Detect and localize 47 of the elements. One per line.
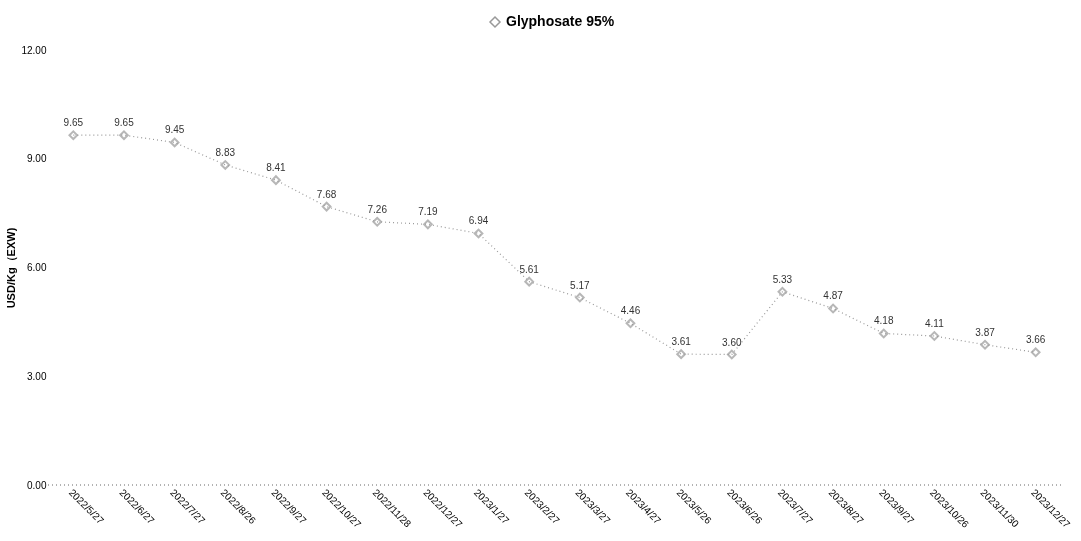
point xyxy=(271,175,281,186)
data-label: 3.61 xyxy=(671,336,692,348)
data-label: 4.46 xyxy=(620,305,641,317)
legend-label: Glyphosate 95% xyxy=(506,13,615,29)
data-label: 7.26 xyxy=(367,203,388,215)
y-axis-title: USD/Kg（EXW) xyxy=(5,227,19,309)
data-label: 6.94 xyxy=(468,215,489,227)
data-label: 8.83 xyxy=(215,146,236,158)
data-label: 7.68 xyxy=(316,188,337,200)
point xyxy=(321,201,332,212)
point xyxy=(119,130,129,141)
y-tick-label: 3.00 xyxy=(27,370,47,382)
point xyxy=(423,219,433,230)
data-label: 5.33 xyxy=(772,273,793,285)
data-label: 9.45 xyxy=(164,124,185,136)
point xyxy=(676,349,686,360)
data-label: 7.19 xyxy=(418,206,439,218)
data-label: 4.87 xyxy=(823,290,844,302)
y-tick-label: 12.00 xyxy=(21,44,47,56)
data-label: 9.65 xyxy=(63,117,84,129)
point xyxy=(68,130,79,141)
point xyxy=(726,349,737,360)
data-label: 3.66 xyxy=(1025,334,1046,346)
data-label: 9.65 xyxy=(114,117,135,129)
point xyxy=(980,339,990,350)
point xyxy=(828,303,838,314)
data-label: 5.61 xyxy=(519,263,540,275)
data-label: 3.87 xyxy=(975,326,996,338)
point xyxy=(878,328,889,339)
data-label: 3.60 xyxy=(722,336,742,348)
point xyxy=(169,137,180,148)
data-label: 4.18 xyxy=(873,315,894,327)
point xyxy=(524,276,535,287)
point xyxy=(929,331,940,341)
y-tick-label: 9.00 xyxy=(27,153,47,165)
y-tick-label: 0.00 xyxy=(27,479,47,491)
y-tick-label: 6.00 xyxy=(27,262,47,273)
data-label: 8.41 xyxy=(266,162,287,174)
point xyxy=(625,318,636,329)
point xyxy=(473,228,484,239)
point xyxy=(372,216,383,227)
data-label: 4.11 xyxy=(925,318,945,330)
point xyxy=(777,286,788,297)
point xyxy=(220,160,231,170)
data-label: 5.17 xyxy=(570,279,590,291)
point xyxy=(574,292,585,303)
point xyxy=(1030,347,1041,358)
